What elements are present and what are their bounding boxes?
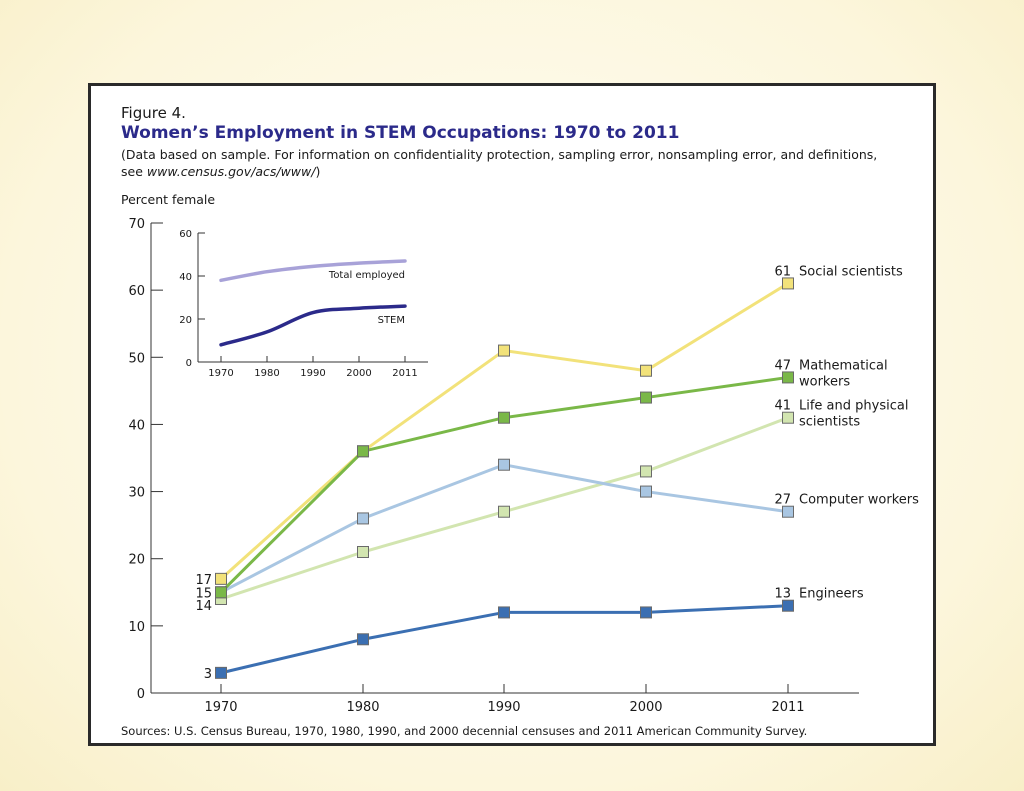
data-point [640, 391, 652, 404]
figure-label: Figure 4. [121, 104, 186, 122]
inset-x-tick-label: 2011 [392, 368, 417, 379]
data-point [498, 344, 510, 357]
inset-x-tick-label: 1980 [254, 368, 279, 379]
series-name-label: workers [799, 374, 850, 389]
series-name-label: Engineers [799, 587, 864, 602]
data-point [640, 606, 652, 619]
data-point [498, 505, 510, 518]
y-tick-label: 30 [128, 486, 145, 501]
x-tick-label: 1990 [487, 700, 520, 715]
inset-x-tick-label: 2000 [346, 368, 371, 379]
inset-series-label: STEM [378, 315, 405, 326]
y-tick-label: 50 [128, 351, 145, 366]
x-tick-label: 1980 [346, 700, 379, 715]
data-point [357, 633, 369, 646]
data-point [498, 411, 510, 424]
figure-note-line1: (Data based on sample. For information o… [121, 147, 878, 162]
data-point [215, 572, 227, 585]
data-point [640, 364, 652, 377]
series-name-label: Mathematical [799, 358, 888, 373]
note-suffix: ) [315, 164, 321, 179]
data-point [782, 371, 794, 384]
start-value-label: 14 [195, 599, 212, 614]
inset-y-tick-label: 0 [186, 358, 192, 369]
end-value-label: 13 [774, 587, 791, 602]
data-point [498, 606, 510, 619]
end-value-label: 27 [774, 493, 791, 508]
data-point [215, 666, 227, 679]
inset-y-tick-label: 60 [179, 229, 192, 240]
start-value-label: 3 [204, 667, 212, 682]
source-note: Sources: U.S. Census Bureau, 1970, 1980,… [121, 724, 808, 738]
y-tick-label: 40 [128, 418, 145, 433]
end-value-label: 47 [774, 358, 791, 373]
start-value-label: 17 [195, 573, 212, 588]
inset-y-tick-label: 20 [179, 315, 192, 326]
inset-y-tick-label: 40 [179, 272, 192, 283]
note-link[interactable]: www.census.gov/acs/www/ [146, 164, 316, 179]
y-tick-label: 10 [128, 620, 145, 635]
start-value-label: 15 [195, 586, 212, 601]
y-tick-label: 20 [128, 553, 145, 568]
x-tick-label: 2000 [629, 700, 662, 715]
note-prefix: see [121, 164, 147, 179]
y-tick-label: 60 [128, 284, 145, 299]
series-name-label: Computer workers [799, 493, 919, 508]
data-point [640, 485, 652, 498]
inset-series-label: Total employed [328, 270, 405, 281]
x-tick-label: 2011 [771, 700, 804, 715]
x-tick-label: 1970 [204, 700, 237, 715]
data-point [498, 458, 510, 471]
data-point [782, 277, 794, 290]
series-name-label: Social scientists [799, 264, 903, 279]
y-tick-label: 0 [137, 687, 145, 702]
inset-x-tick-label: 1990 [300, 368, 325, 379]
series-name-label: scientists [799, 415, 860, 430]
series-line-3 [220, 463, 789, 594]
y-axis-label: Percent female [121, 192, 216, 207]
series-name-label: Life and physical [799, 399, 908, 414]
data-point [782, 599, 794, 612]
data-point [357, 512, 369, 525]
inset-series-line-1 [219, 304, 407, 347]
end-value-label: 61 [774, 264, 791, 279]
data-point [357, 445, 369, 458]
data-point [357, 546, 369, 558]
series-line-1 [219, 375, 789, 594]
inset-x-tick-label: 1970 [208, 368, 233, 379]
figure-title: Women’s Employment in STEM Occupations: … [121, 123, 680, 143]
data-point [640, 465, 652, 478]
inset-chart: 0 20 40 60 1970 1980 1990 2000 2011 Total employe… [179, 229, 428, 379]
y-tick-label: 70 [128, 217, 145, 232]
inset-series-line-0 [219, 259, 407, 283]
end-value-label: 41 [774, 399, 791, 414]
figure-frame: Figure 4. Women’s Employment in STEM Occ… [88, 83, 936, 746]
figure-note-line2: see www.census.gov/acs/www/) [121, 164, 320, 179]
data-point [215, 586, 227, 599]
series-line-0 [219, 282, 789, 580]
data-point [782, 505, 794, 518]
data-point [782, 411, 794, 424]
